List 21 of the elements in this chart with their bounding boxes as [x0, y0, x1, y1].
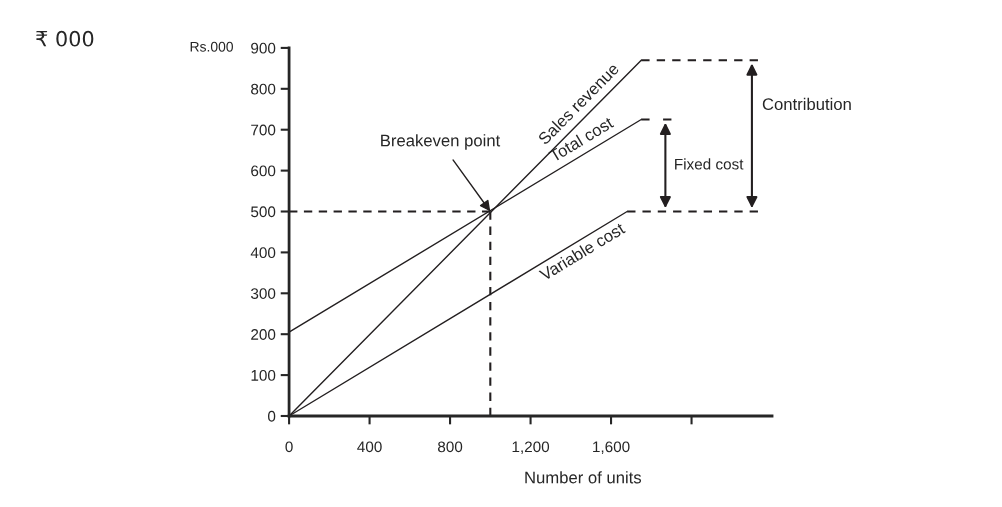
y-tick-label: 600: [251, 165, 276, 177]
x-tick-label: 1,200: [512, 441, 550, 455]
y-tick-label: 0: [267, 410, 276, 422]
y-tick-label: 300: [250, 288, 276, 299]
y-tick-label: 700: [251, 124, 276, 136]
y-tick-label: 500: [251, 206, 276, 218]
x-axis-title: Number of units: [525, 471, 642, 484]
x-tick-label: 1,600: [593, 441, 630, 455]
x-tick-label: 400: [357, 441, 382, 453]
y-tick-label: 200: [251, 329, 276, 340]
annotation: Breakeven point: [381, 134, 501, 150]
y-axis-title: Rs.000: [190, 41, 233, 52]
text: ₹ 000: [36, 30, 94, 47]
annotation: Fixed cost: [675, 158, 744, 170]
y-tick-label: 800: [251, 83, 276, 95]
x-tick-label: 0: [285, 441, 293, 453]
y-tick-label: 100: [251, 369, 276, 381]
annotation: Contribution: [762, 97, 851, 111]
x-tick-label: 800: [437, 441, 463, 453]
y-tick-label: 900: [251, 42, 276, 54]
y-tick-label: 400: [250, 247, 276, 259]
